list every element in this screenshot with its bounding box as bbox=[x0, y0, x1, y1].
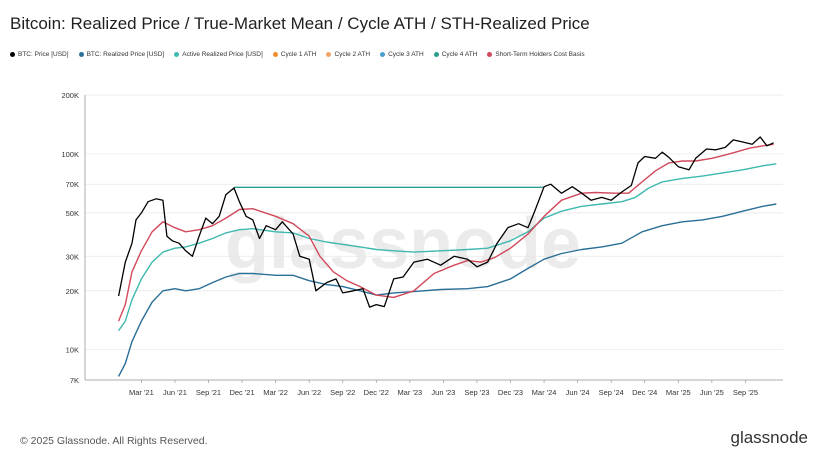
brand-logo: glassnode bbox=[730, 428, 808, 447]
x-tick-label: Mar '21 bbox=[129, 388, 154, 397]
legend-item[interactable]: Cycle 2 ATH bbox=[326, 51, 370, 58]
watermark-text: glassnode bbox=[225, 204, 581, 284]
x-tick-label: Sep '24 bbox=[599, 388, 624, 397]
x-tick-label: Sep '21 bbox=[196, 388, 221, 397]
y-tick-label: 100K bbox=[61, 150, 79, 159]
x-tick-label: Sep '22 bbox=[330, 388, 355, 397]
legend-item[interactable]: BTC: Realized Price [USD] bbox=[78, 51, 165, 58]
legend-item[interactable]: Cycle 1 ATH bbox=[272, 51, 317, 58]
series-line-btc-realized-price-usd- bbox=[117, 203, 777, 377]
y-tick-label: 10K bbox=[66, 346, 79, 355]
x-tick-label: Mar '23 bbox=[397, 388, 422, 397]
legend-marker-icon bbox=[10, 52, 15, 57]
legend-marker-icon bbox=[272, 52, 278, 57]
series-line-btc-price-usd- bbox=[117, 136, 774, 308]
legend-marker-icon bbox=[174, 52, 180, 57]
legend-label: Short-Term Holders Cost Basis bbox=[495, 51, 585, 58]
legend-label: BTC: Realized Price [USD] bbox=[86, 51, 165, 58]
x-tick-label: Dec '22 bbox=[364, 388, 389, 397]
legend-marker-icon bbox=[433, 52, 439, 57]
chart-title: Bitcoin: Realized Price / True-Market Me… bbox=[10, 14, 590, 33]
x-tick-label: Jun '24 bbox=[566, 388, 590, 397]
x-tick-label: Jun '25 bbox=[700, 388, 724, 397]
legend-label: Cycle 1 ATH bbox=[280, 51, 317, 58]
x-tick-label: Mar '22 bbox=[263, 388, 288, 397]
legend-item[interactable]: Cycle 3 ATH bbox=[380, 51, 424, 58]
legend-item[interactable]: BTC: Price [USD] bbox=[10, 51, 69, 58]
legend-item[interactable]: Active Realized Price [USD] bbox=[174, 51, 263, 58]
legend-marker-icon bbox=[78, 52, 84, 57]
legend-label: Cycle 2 ATH bbox=[334, 51, 371, 58]
legend: BTC: Price [USD] BTC: Realized Price [USD… bbox=[10, 51, 585, 58]
legend-item[interactable]: Cycle 4 ATH bbox=[433, 51, 478, 58]
legend-label: BTC: Price [USD] bbox=[18, 51, 69, 58]
y-tick-label: 200K bbox=[61, 91, 79, 100]
x-tick-label: Jun '22 bbox=[297, 388, 321, 397]
y-tick-label: 30K bbox=[66, 252, 79, 261]
y-tick-label: 7K bbox=[70, 376, 79, 385]
legend-label: Cycle 3 ATH bbox=[388, 51, 424, 58]
x-tick-label: Mar '24 bbox=[532, 388, 557, 397]
legend-label: Cycle 4 ATH bbox=[441, 51, 478, 58]
x-tick-label: Jun '23 bbox=[431, 388, 455, 397]
x-tick-label: Dec '23 bbox=[498, 388, 523, 397]
y-tick-label: 70K bbox=[66, 180, 79, 189]
legend-marker-icon bbox=[326, 52, 332, 57]
legend-marker-icon bbox=[487, 52, 493, 57]
series-line-short-term-holders-cost-basis bbox=[117, 143, 774, 322]
y-tick-label: 50K bbox=[66, 209, 79, 218]
x-tick-label: Jun '21 bbox=[163, 388, 187, 397]
copyright-footer: © 2025 Glassnode. All Rights Reserved. bbox=[20, 435, 208, 447]
x-tick-label: Dec '24 bbox=[632, 388, 657, 397]
x-tick-label: Sep '25 bbox=[733, 388, 758, 397]
legend-label: Active Realized Price [USD] bbox=[182, 51, 263, 58]
x-tick-label: Sep '23 bbox=[464, 388, 489, 397]
x-tick-label: Dec '21 bbox=[229, 388, 254, 397]
y-tick-label: 20K bbox=[66, 287, 79, 296]
legend-marker-icon bbox=[380, 52, 386, 57]
legend-item[interactable]: Short-Term Holders Cost Basis bbox=[487, 51, 585, 58]
x-tick-label: Mar '25 bbox=[666, 388, 691, 397]
